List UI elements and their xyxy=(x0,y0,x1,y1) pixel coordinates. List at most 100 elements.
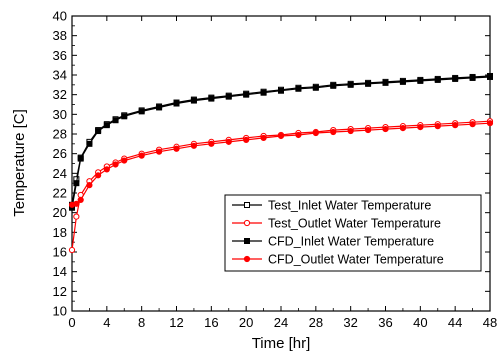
data-point xyxy=(486,120,494,127)
data-point xyxy=(312,129,319,137)
data-point xyxy=(417,124,424,131)
data-point xyxy=(112,117,119,124)
data-point xyxy=(77,155,84,162)
y-tick-label: 10 xyxy=(53,304,67,319)
data-point xyxy=(103,166,110,173)
y-tick-label: 12 xyxy=(53,284,67,299)
data-point xyxy=(330,128,337,136)
legend-box xyxy=(224,194,482,272)
data-point xyxy=(225,93,232,100)
data-point xyxy=(173,100,180,107)
data-point xyxy=(121,113,128,120)
data-point xyxy=(155,148,163,155)
data-point xyxy=(312,84,319,91)
legend-entry: CFD_Inlet Water Temperature xyxy=(232,235,434,249)
x-tick-label: 32 xyxy=(343,315,357,330)
data-point xyxy=(156,104,163,111)
legend-entry: Test_Inlet Water Temperature xyxy=(232,199,431,213)
y-tick-label: 14 xyxy=(53,264,67,279)
data-point xyxy=(86,182,93,189)
data-point xyxy=(452,122,459,129)
x-axis: 0 4 8 12 16 20 24 28 32 36 40 44 48 xyxy=(68,16,497,330)
x-tick-label: 4 xyxy=(103,315,110,330)
data-point xyxy=(138,108,145,115)
data-point xyxy=(260,134,267,142)
y-tick-label: 34 xyxy=(53,68,67,83)
data-point xyxy=(73,180,80,187)
y-tick-label: 28 xyxy=(53,127,67,142)
x-tick-label: 20 xyxy=(239,315,253,330)
legend-label: CFD_Inlet Water Temperature xyxy=(268,235,434,249)
data-point xyxy=(73,213,80,220)
data-point xyxy=(95,128,102,135)
y-tick-label: 22 xyxy=(53,186,67,201)
y-tick-label: 18 xyxy=(53,225,67,240)
y-tick-label: 36 xyxy=(53,48,67,63)
legend-marker xyxy=(244,238,250,244)
legend-entry: Test_Outlet Water Temperature xyxy=(232,217,441,231)
legend-marker xyxy=(243,255,251,263)
data-point xyxy=(382,79,389,86)
x-tick-label: 16 xyxy=(204,315,218,330)
y-tick-label: 20 xyxy=(53,205,67,220)
data-point xyxy=(277,132,285,140)
data-point xyxy=(243,136,250,143)
x-tick-label: 0 xyxy=(68,315,75,330)
legend-marker xyxy=(244,202,250,208)
x-tick-label: 28 xyxy=(309,315,323,330)
data-point xyxy=(68,246,76,254)
y-tick-label: 38 xyxy=(53,28,67,43)
data-point xyxy=(121,157,128,164)
y-axis: 10 12 14 16 18 20 22 24 26 28 30 32 34 36 38 40 xyxy=(53,9,490,319)
y-tick-label: 30 xyxy=(53,107,67,122)
data-point xyxy=(103,122,110,129)
x-tick-label: 44 xyxy=(448,315,462,330)
data-point xyxy=(243,91,250,98)
data-point xyxy=(225,138,232,145)
data-point xyxy=(364,126,372,134)
data-point xyxy=(347,127,354,135)
data-point xyxy=(330,82,337,89)
x-tick-label: 12 xyxy=(169,315,183,330)
data-point xyxy=(399,78,406,85)
data-point xyxy=(347,81,354,88)
data-point xyxy=(278,87,284,94)
data-point xyxy=(208,140,215,147)
data-point xyxy=(487,73,493,80)
data-point xyxy=(365,80,372,87)
data-point xyxy=(434,123,441,130)
x-tick-label: 36 xyxy=(378,315,392,330)
series-line xyxy=(71,76,491,208)
data-point xyxy=(452,75,459,82)
data-point xyxy=(399,125,407,132)
data-point xyxy=(208,95,215,102)
data-point xyxy=(138,152,145,159)
legend-marker xyxy=(243,219,251,227)
data-point xyxy=(77,196,84,203)
data-point xyxy=(469,74,476,81)
legend-label: CFD_Outlet Water Temperature xyxy=(268,253,444,267)
series-4 xyxy=(68,120,494,208)
y-tick-label: 16 xyxy=(53,245,67,260)
data-point xyxy=(469,121,476,128)
y-tick-label: 40 xyxy=(53,9,67,24)
series-line xyxy=(71,75,491,205)
legend-label: Test_Outlet Water Temperature xyxy=(268,217,441,231)
data-point xyxy=(112,161,119,168)
x-tick-label: 24 xyxy=(274,315,288,330)
y-tick-label: 24 xyxy=(53,166,67,181)
x-axis-title: Time [hr] xyxy=(252,335,311,352)
y-tick-label: 32 xyxy=(53,87,67,102)
data-point xyxy=(86,140,93,147)
data-point xyxy=(434,76,441,83)
data-point xyxy=(73,200,80,207)
data-point xyxy=(190,97,197,104)
y-tick-label: 26 xyxy=(53,146,67,161)
legend-label: Test_Inlet Water Temperature xyxy=(268,199,431,213)
data-point xyxy=(295,85,302,92)
x-tick-label: 8 xyxy=(138,315,145,330)
data-point xyxy=(382,125,389,133)
data-point xyxy=(95,172,102,179)
series-3 xyxy=(69,73,493,211)
